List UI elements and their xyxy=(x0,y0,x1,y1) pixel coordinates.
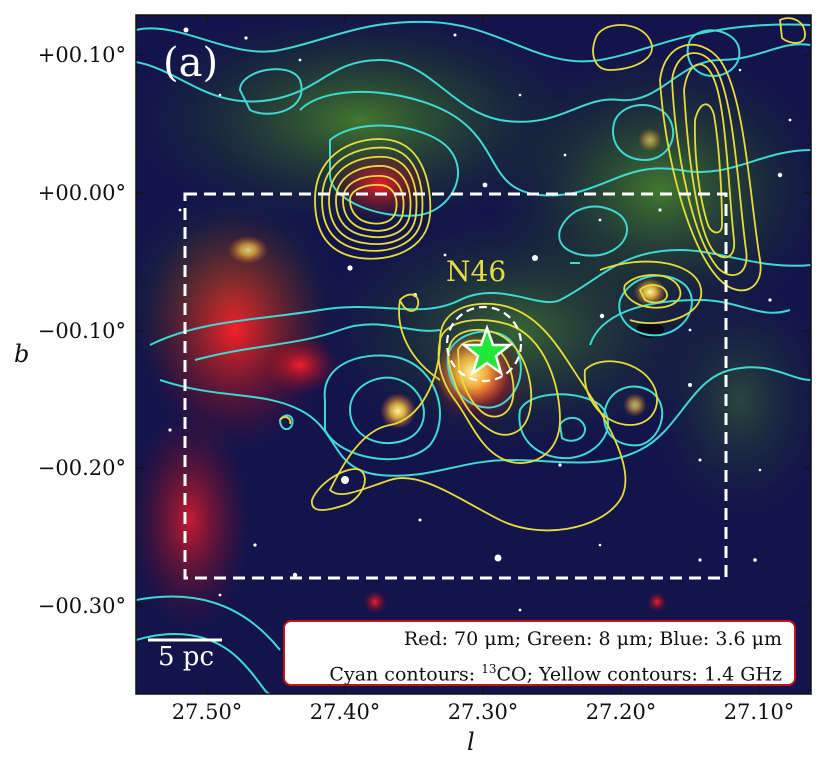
plot-frame xyxy=(135,14,812,695)
xtick-label: 27.20° xyxy=(585,700,657,724)
xtick-label: 27.10° xyxy=(723,700,795,724)
legend-box: Red: 70 μm; Green: 8 μm; Blue: 3.6 μm Cy… xyxy=(283,620,796,686)
legend-line-2-suffix: CO; Yellow contours: 1.4 GHz xyxy=(496,663,782,686)
sky-image xyxy=(136,15,811,694)
region-label-n46: N46 xyxy=(446,255,507,288)
x-axis-title: l xyxy=(467,728,475,756)
panel-label: (a) xyxy=(163,40,219,86)
legend-line-2-prefix: Cyan contours: xyxy=(329,663,482,686)
dashed-box xyxy=(183,192,728,580)
legend-line-2: Cyan contours: 13CO; Yellow contours: 1.… xyxy=(291,654,782,689)
xtick-label: 27.40° xyxy=(309,700,381,724)
ytick-label: +00.10° xyxy=(37,43,126,67)
legend-line-2-superscript: 13 xyxy=(481,662,497,676)
ytick-label: −00.30° xyxy=(37,594,126,618)
ytick-label: +00.00° xyxy=(37,181,126,205)
ytick-label: −00.20° xyxy=(37,456,126,480)
xtick-label: 27.30° xyxy=(447,700,519,724)
dashed-circle-icon xyxy=(445,305,523,383)
star-icon xyxy=(460,324,514,377)
ytick-label: −00.10° xyxy=(37,319,126,343)
y-axis-title: b xyxy=(14,340,30,368)
xtick-label: 27.50° xyxy=(171,700,243,724)
legend-line-1: Red: 70 μm; Green: 8 μm; Blue: 3.6 μm xyxy=(403,628,782,650)
scalebar-label: 5 pc xyxy=(158,642,215,672)
